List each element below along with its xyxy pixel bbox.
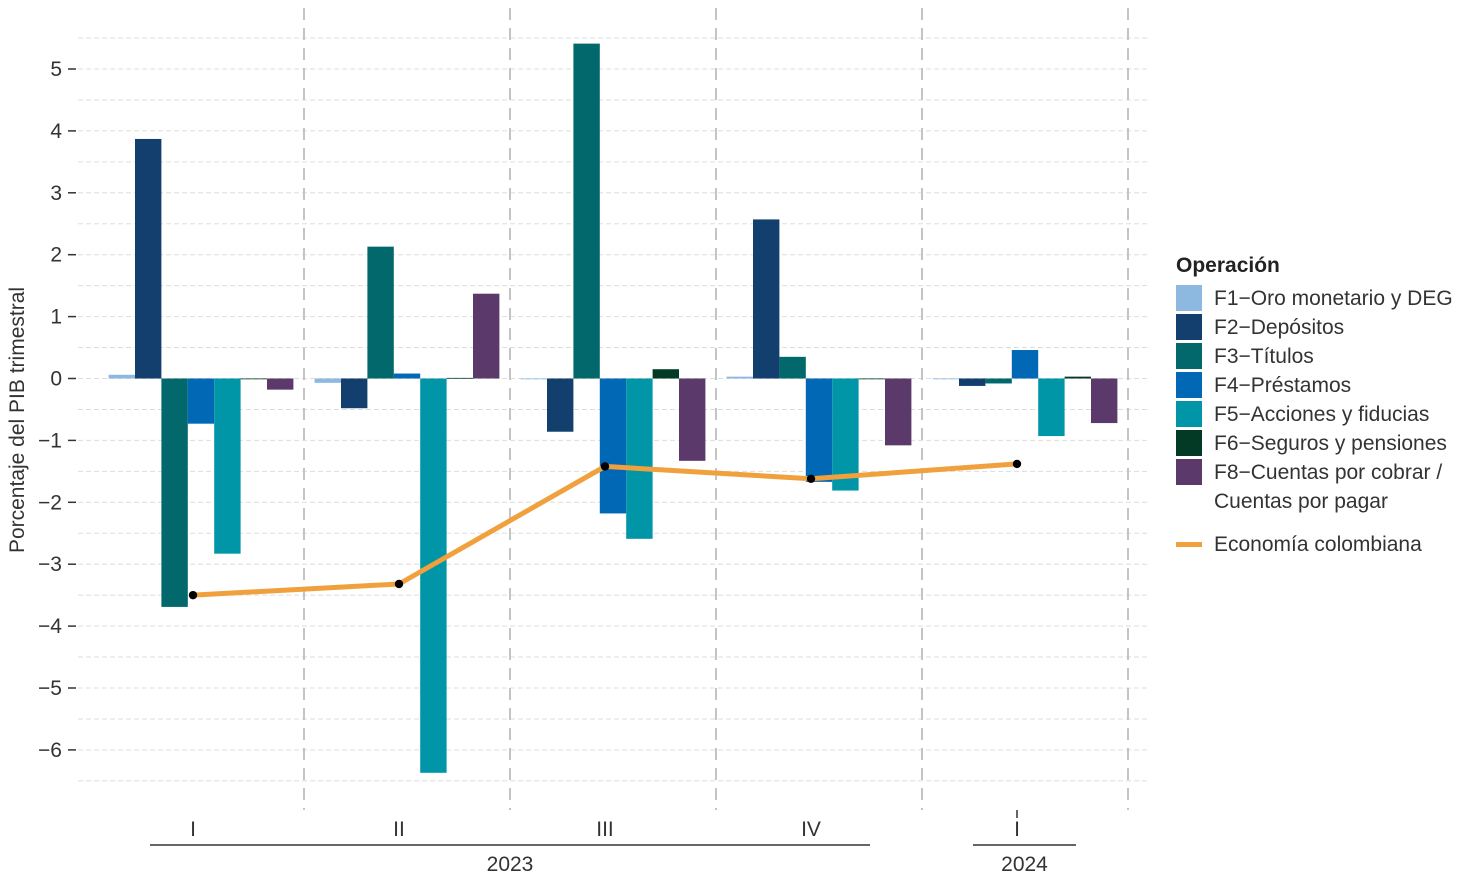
y-tick-label: 5 [50,58,62,81]
bar-f4-4 [1011,350,1039,379]
y-tick-label: 1 [50,306,62,329]
grid [78,37,1150,782]
legend-label: F3−Títulos [1214,345,1314,368]
line-point-3 [806,474,816,483]
bar-f1-1 [314,378,341,383]
bar-f2-2 [547,378,574,432]
bar-f6-4 [1064,376,1091,379]
legend-label-line: F8−Cuentas por cobrar / [1214,461,1443,484]
line-series [188,459,1022,600]
legend-label: F4−Préstamos [1214,374,1352,397]
x-category-label: I [1014,818,1020,841]
y-tick-label: 4 [50,120,62,143]
bar-f8-4 [1091,378,1118,424]
legend-item: F6−Seguros y pensiones [1176,429,1476,458]
x-category-label: II [393,818,405,841]
bar-f5-4 [1038,378,1065,437]
x-category-label: I [190,818,196,841]
legend-swatch [1176,285,1202,311]
legend-swatch [1176,314,1202,340]
bar-f6-2 [652,369,679,379]
y-tick-label: −6 [38,739,62,762]
y-tick-label: −3 [38,553,62,576]
bar-f2-4 [959,378,986,386]
legend-item: F3−Títulos [1176,342,1476,371]
y-tick-label: −2 [38,491,62,514]
bars [108,43,1118,773]
bar-f8-3 [885,378,912,446]
legend-swatch [1176,343,1202,369]
bar-f1-4 [932,378,959,380]
legend-label: Economía colombiana [1214,533,1422,556]
bar-f4-2 [599,378,627,514]
legend-item: F1−Oro monetario y DEG [1176,284,1476,313]
group-separators [303,8,1129,810]
bar-f1-0 [108,374,135,379]
bar-f5-0 [214,378,241,554]
line-point-4 [1012,459,1022,469]
y-tick-label: 0 [50,368,62,391]
y-tick-label: −5 [38,677,62,700]
legend-swatch [1176,430,1202,456]
bar-f2-1 [341,378,368,409]
x-category-label: III [596,818,614,841]
line-point-1 [394,579,404,589]
legend-item: F8−Cuentas por cobrar / Cuentas por pagar [1176,458,1476,516]
y-axis-label: Porcentaje del PIB trimestral [6,287,29,553]
bar-f8-0 [267,378,294,390]
bar-f2-0 [135,138,162,379]
legend-swatch [1176,459,1202,485]
legend-label: F8−Cuentas por cobrar / Cuentas por pagar [1214,458,1442,516]
bar-f1-2 [520,378,547,380]
bar-f4-3 [805,378,833,482]
bar-f3-4 [985,378,1012,384]
bar-f5-3 [832,378,859,491]
legend-item: F5−Acciones y fiducias [1176,400,1476,429]
legend-swatch [1176,372,1202,398]
y-tick-label: 3 [50,182,62,205]
y-tick-label: 2 [50,244,62,267]
bar-f3-1 [367,246,394,379]
year-group-label: 2023 [487,853,534,876]
y-axis-ticks: −6 −5 −4 −3 −2 −1 0 1 2 3 4 5 [38,58,76,762]
bar-f3-0 [161,378,188,607]
legend-swatch [1176,401,1202,427]
line-point-2 [600,462,610,471]
legend-label: F6−Seguros y pensiones [1214,432,1447,455]
legend-item: F4−Préstamos [1176,371,1476,400]
legend-item-line: Economía colombiana [1176,530,1476,559]
legend-label: F2−Depósitos [1214,316,1345,339]
y-tick-label: −1 [38,429,62,452]
bar-f4-1 [393,373,421,379]
bar-f8-1 [473,293,500,379]
legend-label: F1−Oro monetario y DEG [1214,287,1453,310]
legend-line-swatch [1176,542,1202,547]
bar-f1-3 [726,376,753,379]
bar-f4-0 [187,378,215,424]
bar-f6-3 [858,378,885,380]
legend-label-line: Cuentas por pagar [1214,490,1388,513]
legend-label: F5−Acciones y fiducias [1214,403,1430,426]
bar-f3-3 [779,356,806,379]
legend-title: Operación [1176,254,1280,277]
bar-f5-2 [626,378,653,539]
bar-f6-1 [446,377,473,379]
bar-f8-2 [679,378,706,461]
bar-f5-1 [420,378,447,773]
bar-f2-3 [753,219,780,379]
line-point-0 [188,590,198,600]
y-tick-label: −4 [38,615,62,638]
x-category-label: IV [801,818,821,841]
bar-f3-2 [573,43,600,379]
bar-f6-0 [240,378,267,380]
year-group-label: 2024 [1001,853,1048,876]
legend: Operación F1−Oro monetario y DEG F2−Depós… [1176,254,1476,559]
legend-item: F2−Depósitos [1176,313,1476,342]
